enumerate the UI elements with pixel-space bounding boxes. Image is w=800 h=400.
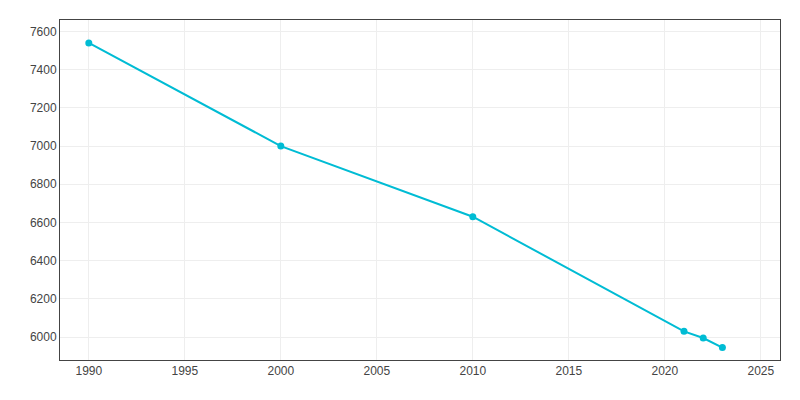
svg-text:2020: 2020 bbox=[651, 364, 678, 378]
svg-text:6000: 6000 bbox=[30, 330, 57, 344]
svg-text:2005: 2005 bbox=[363, 364, 390, 378]
svg-text:2015: 2015 bbox=[555, 364, 582, 378]
svg-text:1990: 1990 bbox=[75, 364, 102, 378]
svg-text:6400: 6400 bbox=[30, 254, 57, 268]
svg-text:2025: 2025 bbox=[747, 364, 774, 378]
svg-text:6200: 6200 bbox=[30, 292, 57, 306]
svg-text:2000: 2000 bbox=[267, 364, 294, 378]
svg-text:2010: 2010 bbox=[459, 364, 486, 378]
svg-text:7400: 7400 bbox=[30, 63, 57, 77]
svg-text:7200: 7200 bbox=[30, 101, 57, 115]
svg-text:6800: 6800 bbox=[30, 177, 57, 191]
svg-text:7600: 7600 bbox=[30, 25, 57, 39]
svg-text:7000: 7000 bbox=[30, 139, 57, 153]
svg-text:1995: 1995 bbox=[171, 364, 198, 378]
svg-text:6600: 6600 bbox=[30, 216, 57, 230]
